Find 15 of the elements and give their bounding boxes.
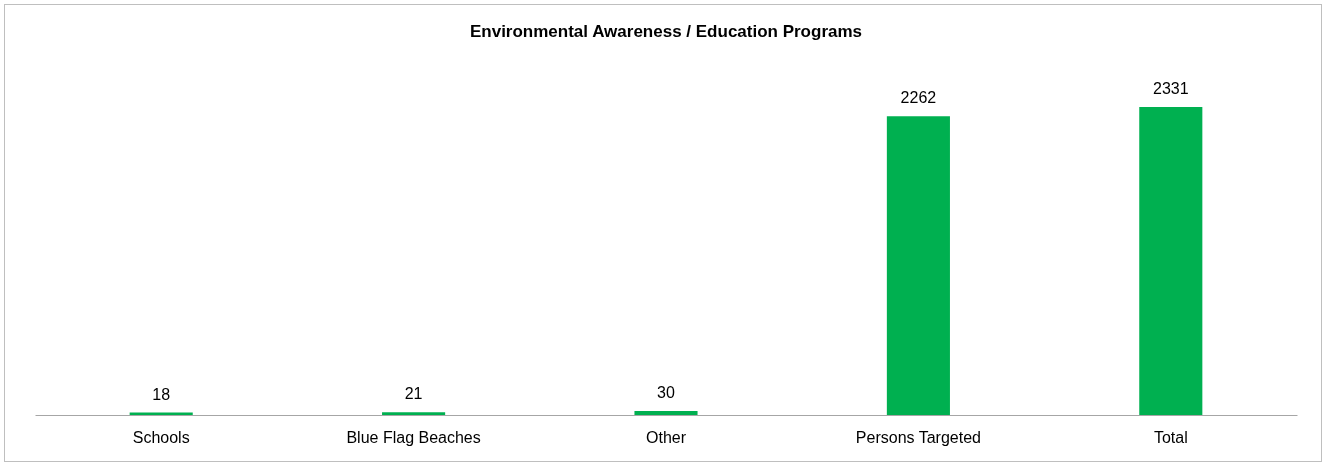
chart-title: Environmental Awareness / Education Programs [469,22,863,42]
data-label: 2331 [1153,80,1189,98]
data-label: 21 [404,385,423,403]
x-tick-label: Persons Targeted [855,428,981,446]
x-tick-label: Other [645,428,687,446]
data-label: 18 [152,385,171,403]
bar [382,412,446,415]
x-tick-label: Blue Flag Beaches [346,428,481,446]
x-tick-label: Schools [132,428,190,446]
data-label: 30 [657,384,675,402]
x-tick-label: Total [1153,428,1188,446]
bar [1139,107,1203,415]
data-label: 2262 [900,89,937,107]
bar [886,116,950,415]
bar [634,411,698,415]
